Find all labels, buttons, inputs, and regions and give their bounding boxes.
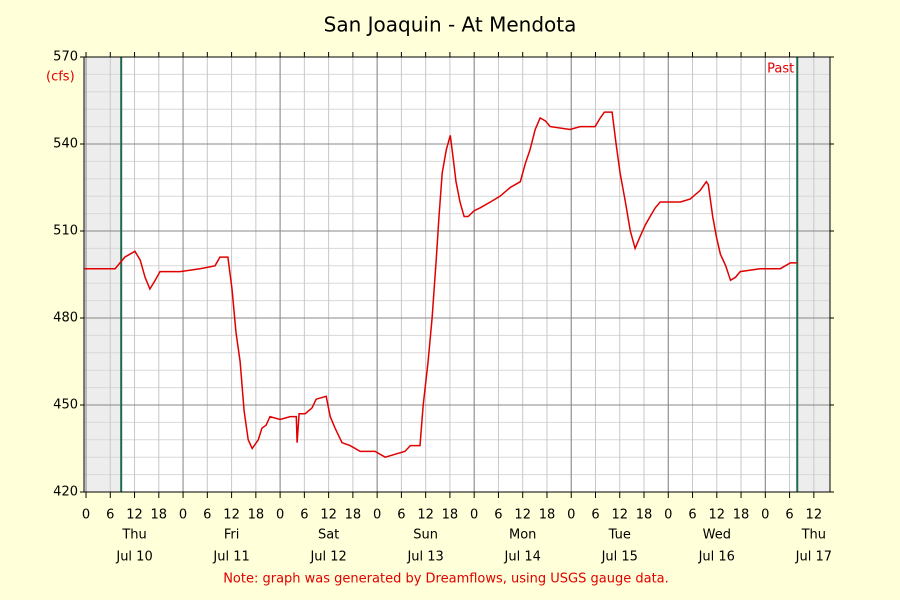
x-tick-label: 6: [203, 508, 211, 523]
x-tick-label: 18: [733, 508, 750, 523]
date-label: Jul 14: [504, 550, 541, 565]
x-tick-label: 0: [373, 508, 381, 523]
y-tick-label: 420: [53, 485, 78, 500]
x-tick-label: 18: [636, 508, 653, 523]
x-tick-label: 0: [470, 508, 478, 523]
x-tick-label: 0: [664, 508, 672, 523]
x-tick-label: 6: [106, 508, 114, 523]
x-tick-label: 12: [611, 508, 628, 523]
plot-frame: [83, 56, 831, 493]
y-tick-label: 450: [53, 398, 78, 413]
date-label: Jul 11: [212, 550, 249, 565]
date-label: Jul 17: [795, 550, 832, 565]
x-tick-label: 12: [709, 508, 726, 523]
x-tick-label: 6: [300, 508, 308, 523]
date-label: Jul 16: [698, 550, 735, 565]
weekday-label: Tue: [608, 528, 631, 543]
x-tick-label: 6: [785, 508, 793, 523]
date-label: Jul 13: [406, 550, 443, 565]
weekday-label: Wed: [703, 528, 731, 543]
x-tick-label: 6: [397, 508, 405, 523]
date-label: Jul 10: [115, 550, 152, 565]
x-tick-label: 12: [126, 508, 143, 523]
chart-title: San Joaquin - At Mendota: [324, 13, 577, 37]
x-tick-label: 0: [276, 508, 284, 523]
shade-before: [84, 57, 122, 492]
x-tick-label: 18: [345, 508, 362, 523]
date-label: Jul 12: [309, 550, 346, 565]
x-tick-label: 0: [567, 508, 575, 523]
x-tick-label: 0: [761, 508, 769, 523]
y-tick-label: 570: [53, 50, 78, 65]
x-tick-label: 12: [514, 508, 531, 523]
x-tick-label: 12: [320, 508, 337, 523]
x-tick-label: 18: [151, 508, 168, 523]
x-tick-label: 6: [688, 508, 696, 523]
x-tick-label: 6: [494, 508, 502, 523]
y-tick-label: 510: [53, 224, 78, 239]
weekday-label: Thu: [121, 528, 146, 543]
y-tick-label: 480: [53, 311, 78, 326]
weekday-label: Thu: [801, 528, 826, 543]
annotation: Past: [767, 62, 794, 77]
plot-area: [84, 57, 830, 492]
note: Note: graph was generated by Dreamflows,…: [223, 572, 669, 587]
weekday-label: Sat: [318, 528, 339, 543]
flow-line: [84, 111, 798, 459]
x-tick-label: 18: [442, 508, 459, 523]
weekday-label: Fri: [224, 528, 240, 543]
x-tick-label: 12: [806, 508, 823, 523]
y-axis-label: (cfs): [46, 70, 75, 85]
x-tick-label: 0: [82, 508, 90, 523]
x-tick-label: 12: [223, 508, 240, 523]
x-tick-label: 12: [417, 508, 434, 523]
weekday-label: Mon: [509, 528, 536, 543]
x-tick-label: 6: [591, 508, 599, 523]
x-tick-label: 18: [539, 508, 556, 523]
weekday-label: Sun: [413, 528, 438, 543]
x-tick-label: 18: [248, 508, 265, 523]
y-tick-label: 540: [53, 137, 78, 152]
x-tick-label: 0: [179, 508, 187, 523]
date-label: Jul 15: [601, 550, 638, 565]
